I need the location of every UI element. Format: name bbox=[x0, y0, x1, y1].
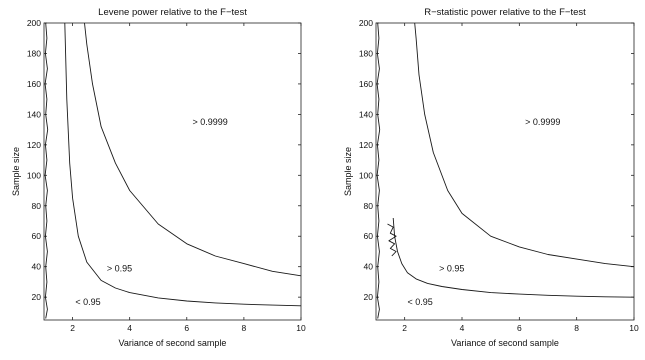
x-tick-label: 6 bbox=[517, 323, 522, 333]
y-tick-label: 20 bbox=[32, 292, 42, 302]
region-annotation: > 0.9999 bbox=[525, 117, 560, 127]
y-tick-label: 100 bbox=[359, 170, 373, 180]
x-tick-label: 8 bbox=[242, 323, 247, 333]
contour-line-3 bbox=[376, 22, 381, 319]
y-tick-label: 200 bbox=[359, 18, 373, 28]
y-tick-label: 60 bbox=[364, 231, 374, 241]
x-tick-label: 4 bbox=[460, 323, 465, 333]
region-annotation: < 0.95 bbox=[408, 297, 433, 307]
y-tick-label: 80 bbox=[32, 201, 42, 211]
chart-panel-2: R−statistic power relative to the F−test… bbox=[343, 7, 639, 348]
y-tick-label: 100 bbox=[27, 170, 41, 180]
region-annotation: > 0.95 bbox=[107, 263, 132, 273]
y-axis-label: Sample size bbox=[343, 147, 353, 196]
y-tick-label: 40 bbox=[364, 262, 374, 272]
region-annotation: > 0.9999 bbox=[192, 117, 227, 127]
x-axis-label: Variance of second sample bbox=[119, 338, 227, 348]
y-tick-label: 160 bbox=[359, 79, 373, 89]
y-tick-label: 40 bbox=[32, 262, 42, 272]
x-tick-label: 10 bbox=[296, 323, 306, 333]
y-tick-label: 120 bbox=[359, 140, 373, 150]
chart-title: Levene power relative to the F−test bbox=[98, 7, 247, 18]
x-axis-label: Variance of second sample bbox=[451, 338, 559, 348]
region-annotation: < 0.95 bbox=[75, 297, 100, 307]
contour-line-2 bbox=[414, 22, 635, 268]
plot-frame bbox=[375, 22, 635, 321]
y-tick-label: 180 bbox=[359, 48, 373, 58]
contour-line-2 bbox=[84, 22, 302, 277]
y-tick-label: 60 bbox=[32, 231, 42, 241]
y-tick-label: 200 bbox=[27, 18, 41, 28]
x-tick-label: 10 bbox=[629, 323, 639, 333]
chart-panel-1: Levene power relative to the F−test 2 4 6 8 1… bbox=[11, 7, 306, 348]
region-annotation: > 0.95 bbox=[439, 263, 464, 273]
y-tick-label: 20 bbox=[364, 292, 374, 302]
contour-line-1 bbox=[64, 22, 302, 307]
y-tick-label: 140 bbox=[359, 109, 373, 119]
contour-line-1 bbox=[392, 217, 635, 298]
x-tick-label: 2 bbox=[402, 323, 407, 333]
contour-line-4 bbox=[387, 223, 397, 257]
y-tick-label: 120 bbox=[27, 140, 41, 150]
y-tick-label: 160 bbox=[27, 79, 41, 89]
x-tick-label: 2 bbox=[70, 323, 75, 333]
y-tick-label: 80 bbox=[364, 201, 374, 211]
y-tick-label: 140 bbox=[27, 109, 41, 119]
y-axis-label: Sample size bbox=[11, 147, 21, 196]
plot-frame bbox=[43, 22, 302, 321]
y-tick-label: 180 bbox=[27, 48, 41, 58]
chart-title: R−statistic power relative to the F−test bbox=[424, 7, 586, 18]
contour-line-3 bbox=[44, 22, 49, 319]
x-tick-label: 4 bbox=[127, 323, 132, 333]
x-tick-label: 6 bbox=[184, 323, 189, 333]
x-tick-label: 8 bbox=[574, 323, 579, 333]
